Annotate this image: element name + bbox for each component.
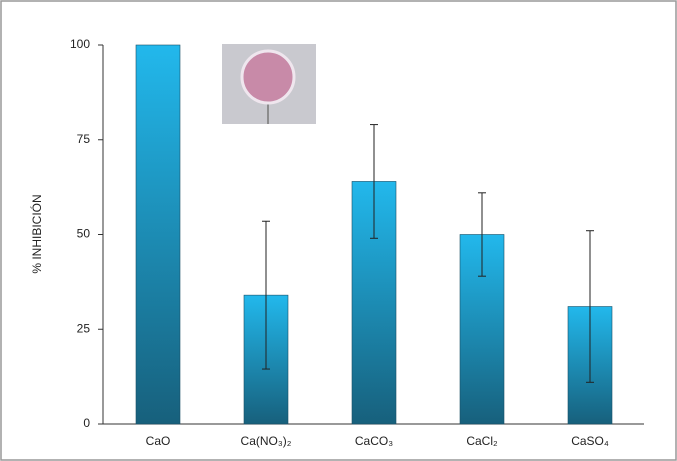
inset-disc (242, 51, 294, 103)
y-axis-label: % INHIBICIÓN (29, 194, 44, 273)
x-tick-label: Ca(NO₃)₂ (241, 434, 292, 448)
x-tick-label: CaO (146, 434, 171, 448)
y-tick-label: 75 (77, 132, 91, 146)
y-tick-label: 0 (83, 416, 90, 430)
y-tick-label: 100 (70, 37, 90, 51)
bar (136, 45, 180, 424)
y-tick-label: 50 (77, 227, 91, 241)
x-tick-label: CaSO₄ (571, 434, 609, 448)
y-tick-label: 25 (77, 321, 91, 335)
x-tick-label: CaCl₂ (466, 434, 498, 448)
inset-image (222, 44, 316, 124)
x-tick-label: CaCO₃ (355, 434, 393, 448)
chart: % INHIBICIÓN 0 25 50 75 100 CaO Ca(NO₃)₂ CaCO₃ C… (0, 0, 677, 461)
